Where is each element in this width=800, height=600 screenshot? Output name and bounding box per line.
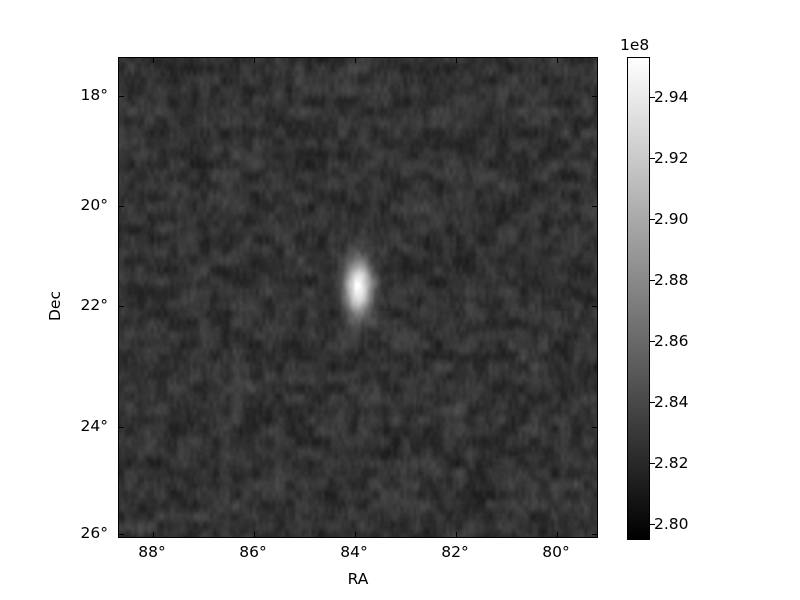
y-tick-right-20 — [592, 206, 597, 207]
y-tick-18 — [119, 96, 124, 97]
y-tick-right-22 — [592, 306, 597, 307]
x-ticklabel-4: 80° — [542, 543, 570, 561]
colorbar-tick-3 — [650, 280, 655, 281]
colorbar-gradient — [627, 57, 650, 540]
x-ticklabel-3: 82° — [441, 543, 469, 561]
y-ticklabel-3: 24° — [80, 417, 108, 435]
y-axis-label: Dec — [46, 291, 64, 321]
y-ticklabel-4: 26° — [80, 524, 108, 542]
y-ticklabel-0: 18° — [80, 86, 108, 104]
y-tick-26 — [119, 534, 124, 535]
sky-image — [119, 58, 597, 537]
y-tick-20 — [119, 206, 124, 207]
colorbar-label-2: 2.90 — [654, 210, 689, 228]
y-ticklabel-1: 20° — [80, 196, 108, 214]
x-ticklabel-1: 86° — [239, 543, 267, 561]
y-tick-22 — [119, 306, 124, 307]
colorbar-label-0: 2.94 — [654, 88, 689, 106]
colorbar-offset-text: 1e8 — [620, 36, 650, 54]
colorbar-label-5: 2.84 — [654, 393, 689, 411]
sky-map-axes[interactable] — [118, 57, 598, 538]
colorbar-tick-7 — [650, 524, 655, 525]
x-tick-86 — [254, 532, 255, 537]
x-tick-82 — [456, 532, 457, 537]
x-tick-top-84 — [355, 58, 356, 63]
x-ticklabel-2: 84° — [340, 543, 368, 561]
colorbar-tick-1 — [650, 158, 655, 159]
y-ticklabel-2: 22° — [80, 296, 108, 314]
y-tick-right-18 — [592, 96, 597, 97]
colorbar-label-7: 2.80 — [654, 515, 689, 533]
colorbar-tick-5 — [650, 402, 655, 403]
y-tick-24 — [119, 427, 124, 428]
x-tick-top-88 — [153, 58, 154, 63]
y-tick-right-26 — [592, 534, 597, 535]
colorbar-tick-4 — [650, 341, 655, 342]
x-tick-88 — [153, 532, 154, 537]
colorbar-label-4: 2.86 — [654, 332, 689, 350]
colorbar-tick-6 — [650, 463, 655, 464]
colorbar-tick-0 — [650, 97, 655, 98]
x-axis-label: RA — [347, 570, 369, 588]
x-tick-top-86 — [254, 58, 255, 63]
x-tick-top-80 — [557, 58, 558, 63]
y-tick-right-24 — [592, 427, 597, 428]
x-tick-80 — [557, 532, 558, 537]
colorbar-tick-2 — [650, 219, 655, 220]
colorbar-label-6: 2.82 — [654, 454, 689, 472]
x-ticklabel-0: 88° — [138, 543, 166, 561]
x-tick-top-82 — [456, 58, 457, 63]
colorbar[interactable] — [627, 57, 655, 540]
colorbar-label-1: 2.92 — [654, 149, 689, 167]
colorbar-label-3: 2.88 — [654, 271, 689, 289]
x-tick-84 — [355, 532, 356, 537]
